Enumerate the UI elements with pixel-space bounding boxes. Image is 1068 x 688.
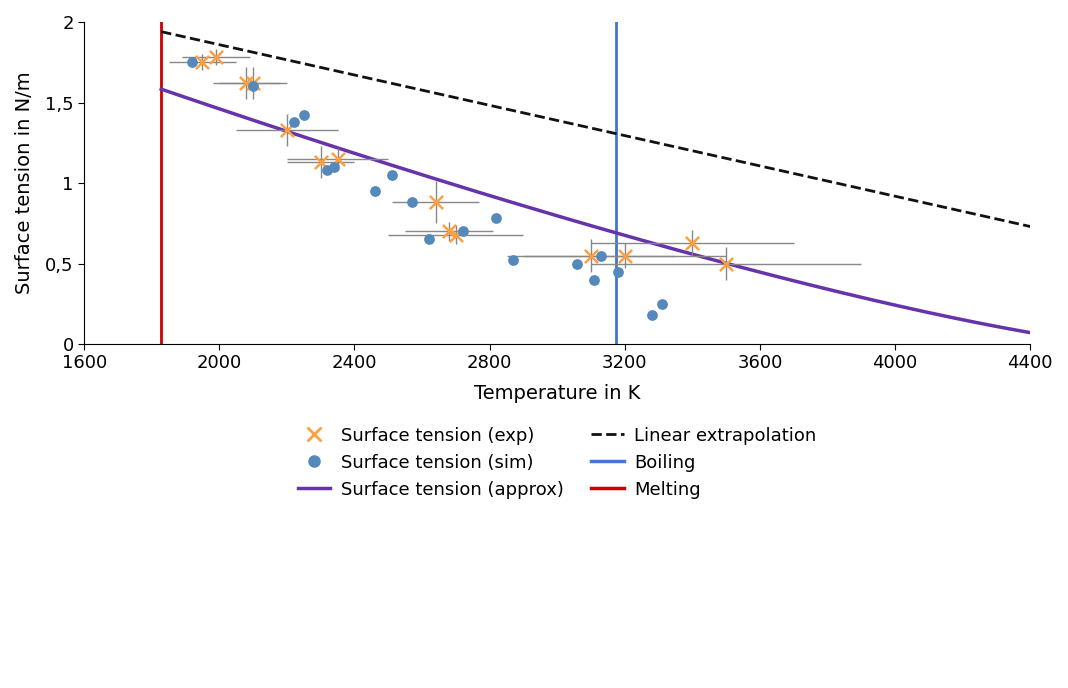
Surface tension (exp) — [684, 237, 701, 248]
Surface tension (exp) — [245, 78, 262, 89]
Surface tension (sim) — [610, 266, 627, 277]
Boiling — [609, 340, 622, 348]
Surface tension (exp) — [194, 56, 211, 67]
Surface tension (sim) — [505, 255, 522, 266]
Surface tension (sim) — [654, 299, 671, 310]
Surface tension (sim) — [421, 234, 438, 245]
Surface tension (exp) — [616, 250, 633, 261]
X-axis label: Temperature in K: Temperature in K — [474, 384, 641, 402]
Line: Surface tension (approx): Surface tension (approx) — [161, 89, 1031, 332]
Surface tension (approx) — [1024, 328, 1037, 336]
Melting — [155, 179, 168, 187]
Surface tension (sim) — [454, 226, 471, 237]
Surface tension (exp) — [582, 250, 599, 261]
Surface tension (approx) — [537, 208, 550, 216]
Surface tension (sim) — [593, 250, 610, 261]
Melting — [155, 340, 168, 348]
Surface tension (approx) — [752, 268, 765, 276]
Surface tension (exp) — [238, 78, 255, 89]
Surface tension (approx) — [832, 288, 845, 296]
Surface tension (sim) — [383, 169, 400, 180]
Surface tension (sim) — [184, 56, 201, 67]
Surface tension (sim) — [643, 310, 660, 321]
Surface tension (sim) — [569, 258, 586, 269]
Surface tension (approx) — [506, 198, 519, 206]
Legend: Surface tension (exp), Surface tension (sim), Surface tension (approx), Linear e: Surface tension (exp), Surface tension (… — [288, 418, 826, 508]
Surface tension (sim) — [404, 197, 421, 208]
Surface tension (exp) — [279, 125, 296, 136]
Surface tension (exp) — [207, 52, 224, 63]
Surface tension (exp) — [329, 153, 346, 164]
Surface tension (approx) — [155, 85, 168, 94]
Surface tension (sim) — [488, 213, 505, 224]
Surface tension (sim) — [285, 116, 302, 127]
Y-axis label: Surface tension in N/m: Surface tension in N/m — [15, 72, 34, 294]
Surface tension (sim) — [245, 81, 262, 92]
Boiling — [609, 179, 622, 187]
Surface tension (approx) — [848, 292, 861, 300]
Surface tension (sim) — [319, 164, 336, 175]
Surface tension (approx) — [244, 115, 256, 123]
Surface tension (sim) — [366, 186, 383, 197]
Surface tension (exp) — [312, 157, 329, 168]
Surface tension (sim) — [586, 274, 603, 285]
Surface tension (exp) — [718, 258, 735, 269]
Surface tension (exp) — [440, 226, 457, 237]
Surface tension (sim) — [326, 162, 343, 173]
Surface tension (sim) — [295, 110, 312, 121]
Surface tension (exp) — [427, 197, 444, 208]
Surface tension (exp) — [447, 229, 465, 240]
